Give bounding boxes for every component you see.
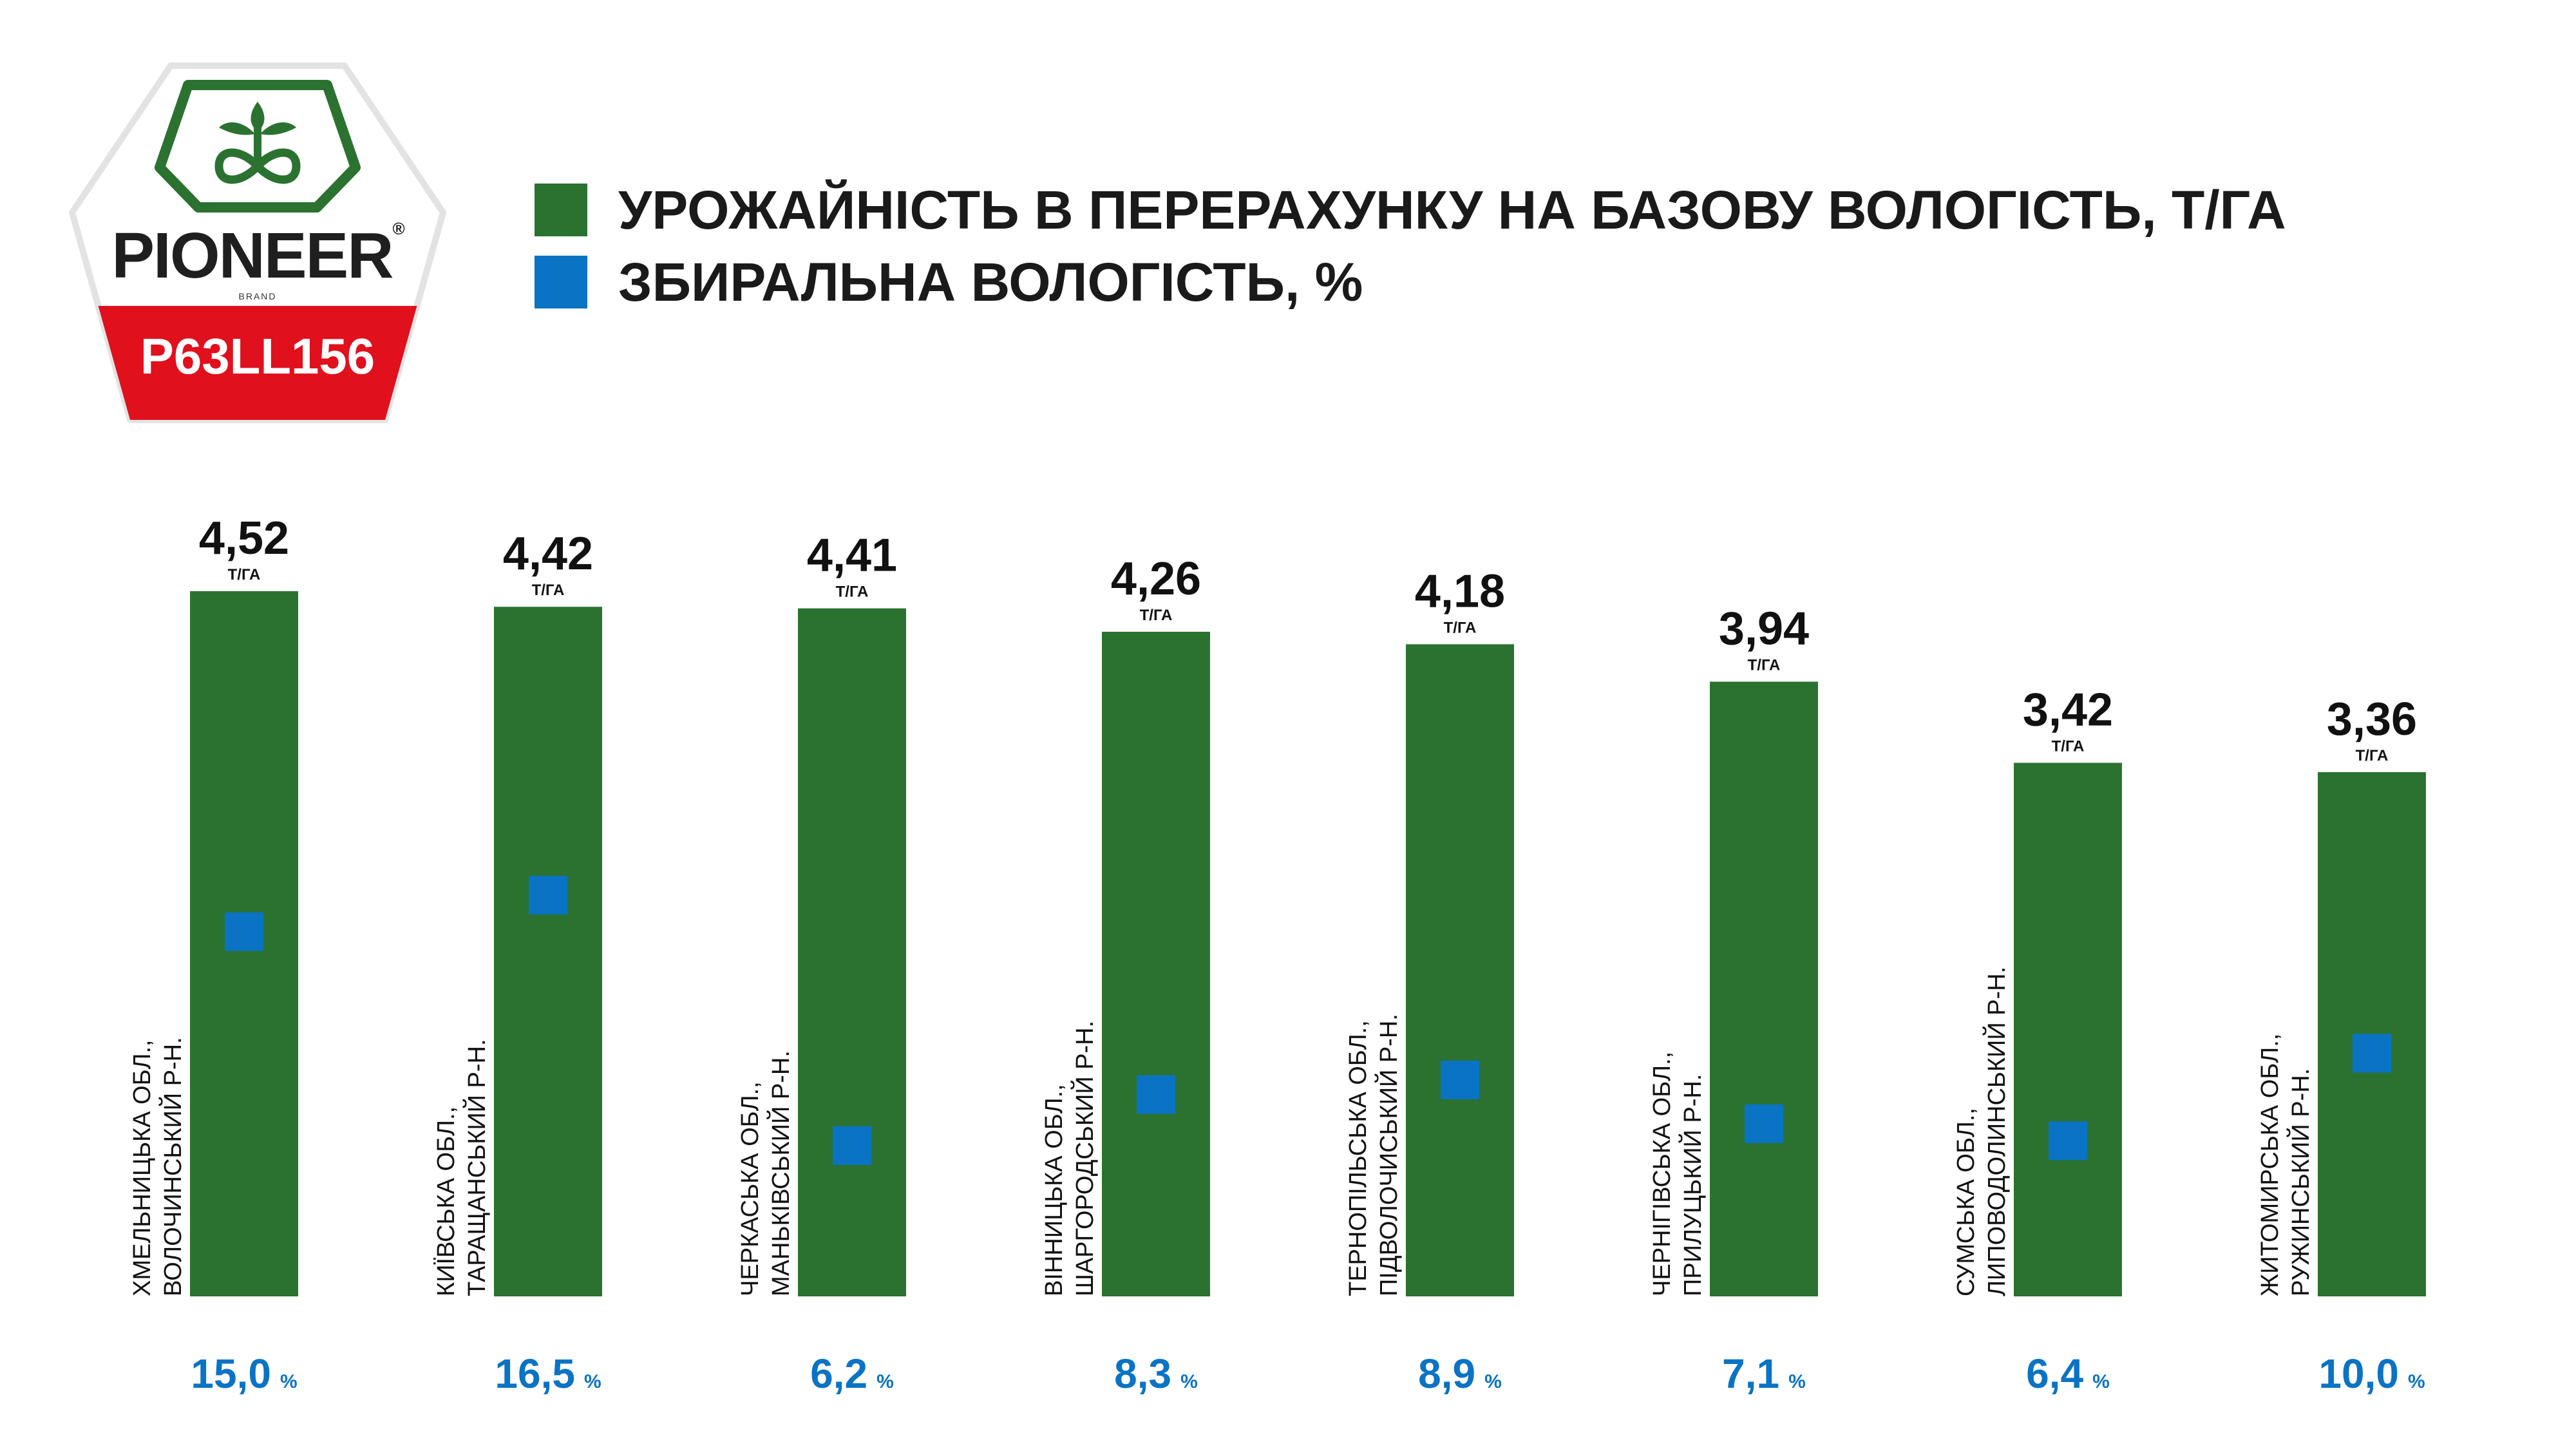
moisture-marker (1441, 1060, 1479, 1099)
category-label: КИЇВСЬКА ОБЛ., (433, 1106, 460, 1296)
moisture-value-label: 10,0% (2318, 1350, 2425, 1397)
moisture-marker (1137, 1075, 1175, 1114)
moisture-marker (1745, 1104, 1783, 1143)
yield-bar (494, 607, 602, 1297)
yield-unit-label: Т/ГА (228, 566, 261, 583)
pioneer-logo: PIONEER® BRAND P63LL156 (58, 58, 457, 431)
yield-unit-label: Т/ГА (836, 583, 869, 601)
category-label: МАНЬКІВСЬКИЙ Р-Н. (766, 1050, 795, 1296)
category-label: ТАРАЩАНСЬКИЙ Р-Н. (462, 1039, 491, 1296)
moisture-marker (2049, 1121, 2087, 1160)
moisture-value-label: 8,9% (1418, 1350, 1502, 1397)
category-label: ТЕРНОПІЛЬСЬКА ОБЛ., (1345, 1020, 1372, 1296)
legend-swatch-yield (535, 184, 587, 236)
plant-icon (214, 102, 301, 184)
moisture-value-label: 6,4% (2026, 1350, 2110, 1397)
legend-label-moisture: ЗБИРАЛЬНА ВОЛОГІСТЬ, % (618, 252, 1363, 312)
moisture-marker (2353, 1034, 2391, 1073)
yield-bar (2014, 762, 2122, 1296)
moisture-value-label: 16,5% (495, 1350, 601, 1397)
yield-unit-label: Т/ГА (1444, 619, 1477, 636)
yield-unit-label: Т/ГА (532, 582, 565, 599)
moisture-value-label: 8,3% (1114, 1350, 1198, 1397)
chart-legend: УРОЖАЙНІСТЬ В ПЕРЕРАХУНКУ НА БАЗОВУ ВОЛО… (535, 174, 2286, 318)
legend-swatch-moisture (535, 256, 587, 308)
moisture-marker (833, 1126, 871, 1165)
logo-red-band (72, 306, 443, 420)
yield-unit-label: Т/ГА (1140, 607, 1173, 624)
category-label: ХМЕЛЬНИЦЬКА ОБЛ., (129, 1039, 156, 1296)
legend-label-yield: УРОЖАЙНІСТЬ В ПЕРЕРАХУНКУ НА БАЗОВУ ВОЛО… (618, 180, 2286, 240)
yield-value-label: 4,41 (807, 530, 897, 582)
category-label: ЧЕРНІГІВСЬКА ОБЛ., (1649, 1052, 1676, 1296)
moisture-marker (225, 912, 263, 951)
moisture-value-label: 6,2% (810, 1350, 894, 1397)
moisture-value-label: 7,1% (1722, 1350, 1806, 1397)
logo-graphic (69, 62, 446, 423)
moisture-value-label: 15,0% (191, 1350, 297, 1397)
yield-value-label: 4,26 (1111, 553, 1201, 605)
category-label: ПРИЛУЦЬКИЙ Р-Н. (1678, 1074, 1707, 1296)
yield-bar (1406, 644, 1514, 1296)
yield-bar (1102, 631, 1210, 1296)
yield-bar (798, 608, 906, 1297)
yield-unit-label: Т/ГА (2356, 747, 2389, 764)
category-label: ПІДВОЛОЧИСЬКИЙ Р-Н. (1374, 1014, 1403, 1296)
yield-value-label: 3,42 (2023, 684, 2113, 735)
legend-item-moisture: ЗБИРАЛЬНА ВОЛОГІСТЬ, % (535, 246, 2286, 318)
category-label: ЖИТОМИРСЬКА ОБЛ., (2257, 1034, 2284, 1296)
brand-subtitle: BRAND (238, 291, 277, 301)
category-label: ШАРГОРОДСЬКИЙ Р-Н. (1070, 1021, 1099, 1296)
yield-value-label: 3,94 (1719, 603, 1809, 655)
yield-unit-label: Т/ГА (1748, 657, 1781, 674)
yield-unit-label: Т/ГА (2052, 737, 2085, 755)
category-label: ВІННИЦЬКА ОБЛ., (1041, 1084, 1068, 1296)
legend-item-yield: УРОЖАЙНІСТЬ В ПЕРЕРАХУНКУ НА БАЗОВУ ВОЛО… (535, 174, 2286, 246)
brand-name: PIONEER® (111, 219, 404, 292)
category-label: РУЖИНСЬКИЙ Р-Н. (2286, 1068, 2315, 1296)
yield-value-label: 4,18 (1415, 565, 1505, 617)
category-label: ЛИПОВОДОЛИНСЬКИЙ Р-Н. (1982, 967, 2011, 1296)
category-label: СУМСЬКА ОБЛ., (1953, 1108, 1980, 1296)
yield-value-label: 3,36 (2327, 694, 2417, 745)
category-label: ВОЛОЧИНСЬКИЙ Р-Н. (158, 1037, 187, 1296)
yield-value-label: 4,52 (199, 513, 289, 564)
product-name: P63LL156 (140, 328, 375, 384)
category-label: ЧЕРКАСЬКА ОБЛ., (737, 1081, 764, 1296)
yield-value-label: 4,42 (503, 528, 593, 580)
moisture-marker (529, 875, 567, 914)
yield-bar (1710, 681, 1818, 1296)
